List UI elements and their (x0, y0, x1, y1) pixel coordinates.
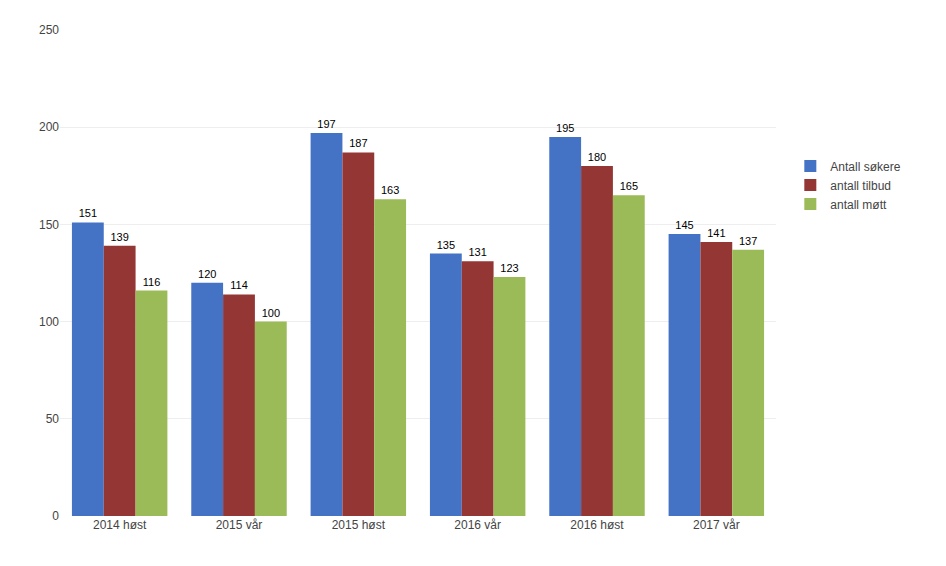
svg-text:2014 høst: 2014 høst (93, 518, 147, 532)
svg-text:150: 150 (39, 218, 59, 232)
svg-text:100: 100 (262, 307, 280, 319)
svg-text:195: 195 (556, 122, 574, 134)
svg-text:2016 høst: 2016 høst (570, 518, 624, 532)
svg-text:135: 135 (437, 239, 455, 251)
svg-text:145: 145 (675, 219, 693, 231)
svg-text:131: 131 (468, 246, 486, 258)
svg-text:120: 120 (198, 268, 216, 280)
svg-text:2017 vår: 2017 vår (693, 518, 740, 532)
svg-text:163: 163 (381, 184, 399, 196)
svg-text:0: 0 (52, 509, 59, 523)
svg-text:Antall søkere: Antall søkere (830, 160, 900, 174)
svg-text:114: 114 (230, 279, 248, 291)
svg-text:250: 250 (39, 23, 59, 37)
svg-text:137: 137 (739, 235, 757, 247)
svg-text:141: 141 (707, 227, 725, 239)
svg-text:165: 165 (620, 180, 638, 192)
svg-text:antall møtt: antall møtt (830, 198, 887, 212)
svg-text:116: 116 (143, 276, 161, 288)
svg-text:2015 høst: 2015 høst (332, 518, 386, 532)
svg-text:180: 180 (588, 151, 606, 163)
svg-text:50: 50 (46, 412, 60, 426)
svg-text:139: 139 (110, 231, 128, 243)
svg-text:2016 vår: 2016 vår (454, 518, 501, 532)
svg-text:antall tilbud: antall tilbud (830, 179, 891, 193)
svg-text:200: 200 (39, 120, 59, 134)
svg-text:123: 123 (500, 262, 518, 274)
svg-text:100: 100 (39, 315, 59, 329)
svg-text:2015 vår: 2015 vår (216, 518, 263, 532)
svg-text:197: 197 (317, 118, 335, 130)
svg-text:187: 187 (349, 137, 367, 149)
svg-text:151: 151 (79, 207, 97, 219)
